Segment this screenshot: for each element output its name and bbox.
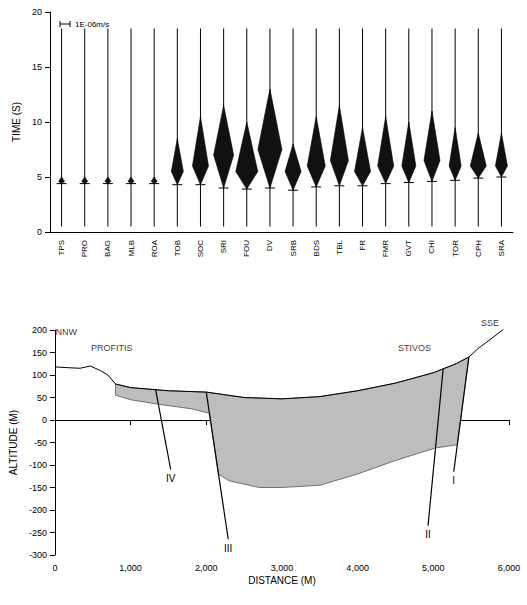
svg-text:-100: -100 (29, 460, 47, 470)
svg-text:SSE: SSE (481, 318, 499, 328)
svg-text:FOU: FOU (242, 240, 251, 257)
svg-text:-200: -200 (29, 505, 47, 515)
svg-text:III: III (224, 543, 232, 554)
svg-text:TBL: TBL (335, 239, 344, 254)
svg-text:PRO: PRO (80, 240, 89, 257)
svg-text:DISTANCE (M): DISTANCE (M) (248, 575, 316, 586)
svg-text:NNW: NNW (56, 327, 78, 337)
svg-text:FMR: FMR (381, 240, 390, 258)
svg-text:SRB: SRB (289, 240, 298, 256)
svg-text:1E-06m/s: 1E-06m/s (75, 20, 109, 29)
svg-text:0: 0 (42, 415, 47, 425)
svg-text:DV: DV (265, 239, 274, 251)
svg-text:100: 100 (32, 370, 47, 380)
svg-text:3,000: 3,000 (271, 563, 294, 573)
svg-text:ROA: ROA (150, 239, 159, 257)
svg-text:-300: -300 (29, 550, 47, 560)
svg-text:STIVOS: STIVOS (398, 343, 431, 353)
svg-text:0: 0 (37, 227, 42, 237)
svg-text:SRI: SRI (219, 240, 228, 253)
svg-text:20: 20 (32, 7, 42, 17)
svg-text:50: 50 (37, 393, 47, 403)
svg-text:0: 0 (52, 563, 57, 573)
svg-text:TOR: TOR (451, 240, 460, 257)
svg-text:TPS: TPS (57, 240, 66, 256)
svg-text:5: 5 (37, 172, 42, 182)
svg-text:10: 10 (32, 117, 42, 127)
svg-text:TIME (S): TIME (S) (11, 102, 22, 142)
svg-text:PROFITIS: PROFITIS (91, 343, 133, 353)
svg-text:I: I (452, 475, 455, 486)
svg-text:FR: FR (358, 240, 367, 251)
svg-text:-150: -150 (29, 483, 47, 493)
svg-text:200: 200 (32, 325, 47, 335)
svg-text:TOB: TOB (173, 240, 182, 256)
svg-text:BAG: BAG (103, 240, 112, 257)
svg-text:5,000: 5,000 (422, 563, 445, 573)
svg-text:ALTITUDE (M): ALTITUDE (M) (8, 410, 19, 475)
svg-text:-50: -50 (34, 438, 47, 448)
svg-text:-250: -250 (29, 528, 47, 538)
svg-text:4,000: 4,000 (346, 563, 369, 573)
svg-text:GVT: GVT (404, 240, 413, 257)
svg-text:BDS: BDS (312, 240, 321, 256)
svg-text:SRA: SRA (497, 239, 506, 256)
svg-text:CHI: CHI (427, 240, 436, 254)
svg-text:1,000: 1,000 (119, 563, 142, 573)
svg-text:2,000: 2,000 (195, 563, 218, 573)
svg-text:150: 150 (32, 348, 47, 358)
svg-text:CPH: CPH (474, 240, 483, 257)
svg-text:IV: IV (166, 473, 176, 484)
svg-text:SOC: SOC (196, 240, 205, 258)
svg-text:6,000: 6,000 (498, 563, 521, 573)
svg-text:15: 15 (32, 62, 42, 72)
svg-text:MLB: MLB (127, 240, 136, 256)
svg-text:II: II (425, 529, 431, 540)
